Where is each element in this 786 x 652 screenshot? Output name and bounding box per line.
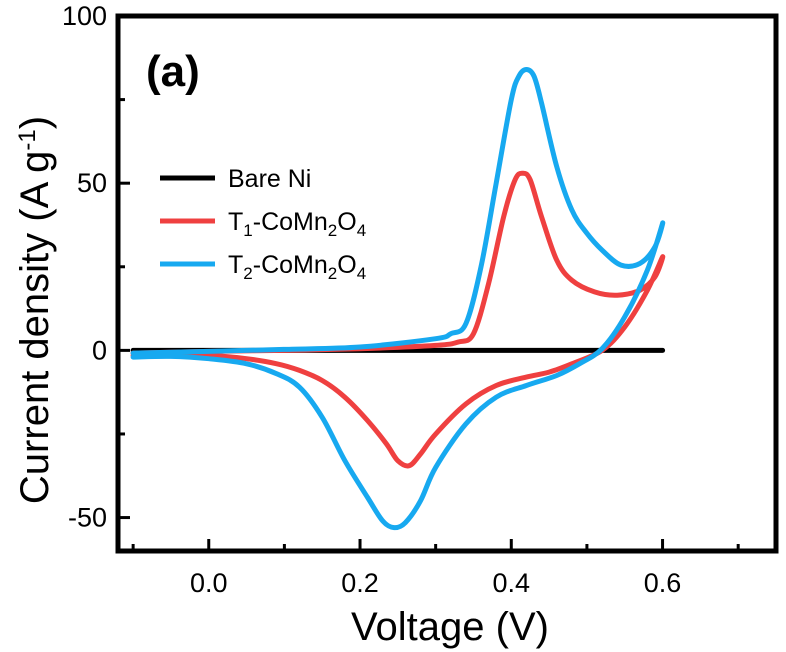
y-axis-title: Current density (A g-1)	[13, 116, 57, 504]
legend-label-2: T1-CoMn2O4	[228, 208, 366, 240]
legend-label-3: T2-CoMn2O4	[228, 251, 366, 283]
tick-marks	[118, 14, 740, 551]
legend-label-1: Bare Ni	[228, 165, 311, 193]
panel-label: (a)	[146, 47, 200, 96]
tick-labels: 0.0 0.2 0.4 0.6 -50 0 50 100	[62, 1, 681, 598]
x-tick-label: 0.6	[644, 568, 682, 598]
x-tick-label: 0.2	[341, 568, 379, 598]
x-tick-label: 0.0	[190, 568, 228, 598]
series-lines	[130, 67, 666, 531]
y-axis-title-close: )	[13, 116, 57, 129]
y-axis-title-exponent: -1	[14, 129, 41, 150]
y-axis-title-main: Current density (A g	[13, 151, 57, 505]
x-tick-label: 0.4	[493, 568, 531, 598]
y-tick-label: -50	[68, 503, 107, 533]
x-axis-title: Voltage (V)	[351, 605, 549, 649]
series-line-3	[130, 67, 666, 531]
y-tick-label: 100	[62, 1, 107, 31]
y-tick-label: 0	[92, 335, 107, 365]
legend: Bare Ni T1-CoMn2O4 T2-CoMn2O4	[160, 165, 366, 283]
plot-frame	[115, 13, 779, 554]
series-line-2	[130, 170, 666, 469]
y-tick-label: 50	[77, 168, 107, 198]
